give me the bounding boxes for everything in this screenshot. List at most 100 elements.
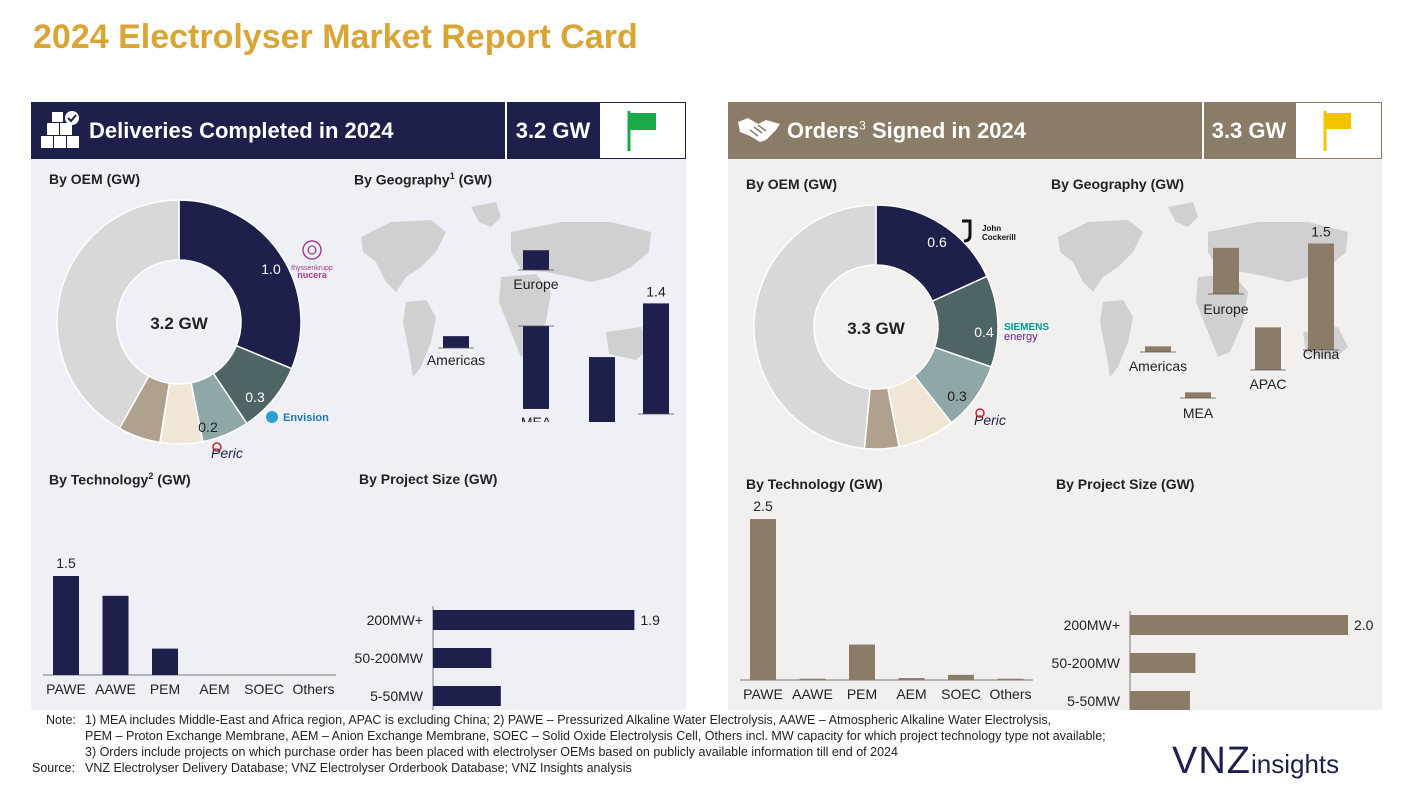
svg-text:Peric: Peric (211, 445, 243, 461)
size-value-label: 2.0 (1354, 617, 1374, 633)
size-category-label: 50-200MW (1052, 655, 1121, 671)
world-map (361, 202, 651, 377)
tech-bar (948, 674, 974, 680)
svg-text:SIEMENS: SIEMENS (1004, 322, 1049, 333)
tech-category-label: AEM (896, 686, 926, 702)
svg-text:nucera: nucera (297, 270, 328, 280)
orders-total: 3.3 GW (1202, 102, 1294, 159)
geo-bar (1145, 346, 1171, 352)
vnz-insights-logo: VNZinsights (1172, 740, 1340, 782)
tech-category-label: SOEC (941, 686, 981, 702)
tech-bar (53, 576, 79, 675)
tech-bar (898, 678, 925, 680)
deliveries-panel: Deliveries Completed in 2024 3.2 GW By O… (31, 102, 686, 710)
size-value-label: 1.9 (640, 612, 660, 628)
peric-logo: Peric (974, 408, 1006, 428)
tech-category-label: PAWE (46, 681, 86, 697)
geo-value-label: 1.5 (1311, 224, 1331, 240)
right-size-title: By Project Size (GW) (1056, 476, 1195, 492)
geo-category-label: Europe (513, 276, 558, 292)
size-category-label: 5-50MW (370, 688, 424, 704)
geo-bar (1185, 392, 1211, 398)
size-category-label: 200MW+ (367, 612, 423, 628)
right-tech-chart: PAWE 2.5 AAWE PEM AEM SOEC Others (740, 498, 1033, 702)
left-tech-title: By Technology2 (GW) (49, 471, 191, 488)
tech-value-label: 2.5 (753, 498, 773, 514)
flag-box (599, 102, 686, 159)
handshake-icon (738, 118, 780, 142)
orders-title: Orders3 Signed in 2024 (787, 118, 1027, 143)
note-line-3: 3) Orders include projects on which purc… (85, 745, 898, 759)
source-label: Source: (32, 761, 76, 775)
envision-logo: Envision (266, 411, 329, 424)
geo-bar (1308, 243, 1334, 350)
slice-label-siemens: 0.4 (974, 324, 994, 340)
tech-bar (799, 678, 826, 680)
tech-bar (750, 519, 776, 680)
size-bar (1130, 653, 1196, 673)
geo-category-label: China (1303, 346, 1340, 362)
left-oem-title: By OEM (GW) (49, 171, 140, 187)
orders-panel: Orders3 Signed in 2024 3.3 GW By OEM (GW… (728, 102, 1382, 710)
slice-label-cockerill: 0.6 (927, 234, 947, 250)
donut-slice (753, 204, 877, 450)
donut-center-label: 3.3 GW (847, 319, 906, 338)
peric-logo: Peric (211, 442, 243, 461)
left-oem-donut: 3.2 GW 1.0 0.3 0.2 thyssenkrupp nucera E… (56, 199, 333, 461)
right-geo-title: By Geography (GW) (1051, 176, 1185, 192)
right-geo-chart: Americas Europe MEA APAC China 1.5 (1058, 202, 1348, 421)
tech-category-label: PAWE (743, 686, 783, 702)
siemens-energy-logo: SIEMENS energy (1004, 322, 1049, 343)
source-text: VNZ Electrolyser Delivery Database; VNZ … (85, 761, 632, 775)
geo-category-label: APAC (1249, 376, 1286, 392)
deliveries-title: Deliveries Completed in 2024 (89, 118, 394, 143)
geo-bar (523, 326, 549, 409)
svg-text:thyssenkrupp: thyssenkrupp (291, 265, 333, 272)
right-tech-title: By Technology (GW) (746, 476, 883, 492)
size-bar (433, 648, 492, 668)
tech-category-label: PEM (847, 686, 877, 702)
note-line-1: 1) MEA includes Middle-East and Africa r… (85, 713, 1052, 727)
tech-category-label: SOEC (244, 681, 284, 697)
tech-bar (102, 595, 129, 675)
green-flag-icon (627, 111, 656, 151)
right-oem-donut: 3.3 GW 0.6 0.4 0.3 John Cockerill SIEMEN… (753, 204, 1049, 450)
tech-bar (152, 648, 178, 675)
slice-label-peric: 0.2 (198, 419, 218, 435)
geo-bar (443, 336, 469, 348)
thyssenkrupp-logo: thyssenkrupp nucera (291, 240, 333, 280)
left-tech-chart: PAWE 1.5 AAWE PEM AEM SOEC Others (43, 555, 336, 697)
svg-text:Envision: Envision (283, 412, 329, 424)
left-size-title: By Project Size (GW) (359, 471, 498, 487)
geo-category-label: China (638, 421, 675, 422)
tech-bar (997, 678, 1024, 680)
donut-slice (178, 199, 302, 370)
geo-category-label: Americas (427, 352, 485, 368)
tech-category-label: Others (292, 681, 334, 697)
geo-bar (1255, 327, 1281, 370)
size-bar (1130, 691, 1190, 710)
donut-center-label: 3.2 GW (150, 314, 209, 333)
yellow-flag-icon (1323, 111, 1351, 151)
geo-category-label: MEA (1183, 405, 1214, 421)
slice-label-envision: 0.3 (245, 389, 265, 405)
tech-category-label: AAWE (792, 686, 833, 702)
size-category-label: 200MW+ (1064, 617, 1120, 633)
geo-bar (643, 303, 669, 414)
deliveries-total: 3.2 GW (505, 102, 599, 159)
size-bar (433, 686, 501, 706)
tech-category-label: AAWE (95, 681, 136, 697)
orders-header: Orders3 Signed in 2024 3.3 GW (728, 102, 1382, 159)
svg-text:energy: energy (1004, 331, 1038, 343)
boxes-icon (41, 111, 79, 148)
svg-text:Peric: Peric (974, 412, 1006, 428)
geo-category-label: Europe (1203, 301, 1248, 317)
geo-bar (523, 250, 549, 270)
tech-value-label: 1.5 (56, 555, 76, 571)
size-category-label: 5-50MW (1067, 693, 1121, 709)
tech-category-label: PEM (150, 681, 180, 697)
svg-text:Cockerill: Cockerill (982, 233, 1016, 242)
donut-slice (56, 199, 180, 430)
